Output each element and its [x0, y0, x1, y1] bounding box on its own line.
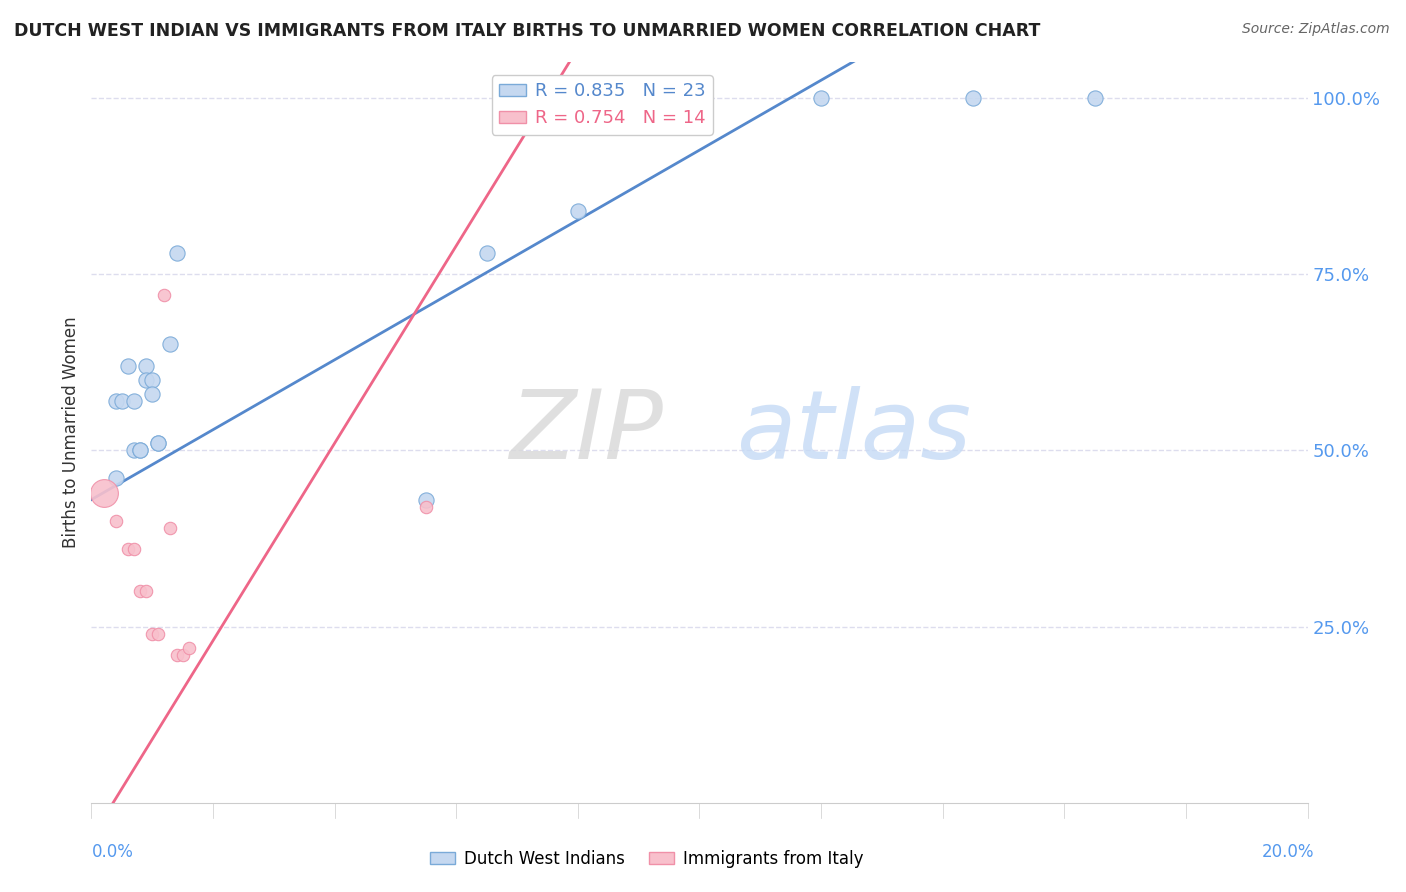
Point	[567, 203, 589, 218]
Y-axis label: Births to Unmarried Women: Births to Unmarried Women	[62, 317, 80, 549]
Text: 0.0%: 0.0%	[91, 843, 134, 861]
Point	[135, 373, 157, 387]
Point	[122, 393, 145, 408]
Point	[159, 337, 181, 351]
Point	[104, 514, 127, 528]
Legend: R = 0.835   N = 23, R = 0.754   N = 14: R = 0.835 N = 23, R = 0.754 N = 14	[492, 75, 713, 135]
Text: ZIP: ZIP	[509, 386, 664, 479]
Point	[172, 648, 194, 662]
Point	[135, 359, 157, 373]
Legend: Dutch West Indians, Immigrants from Italy: Dutch West Indians, Immigrants from Ital…	[423, 844, 870, 875]
Point	[129, 443, 152, 458]
Point	[117, 359, 139, 373]
Point	[148, 626, 170, 640]
Point	[475, 245, 498, 260]
Point	[148, 436, 170, 450]
Point	[627, 91, 650, 105]
Point	[122, 443, 145, 458]
Point	[148, 436, 170, 450]
Point	[962, 91, 984, 105]
Point	[117, 541, 139, 556]
Point	[104, 393, 127, 408]
Text: atlas: atlas	[735, 386, 972, 479]
Text: 20.0%: 20.0%	[1263, 843, 1315, 861]
Point	[415, 492, 437, 507]
Point	[506, 91, 529, 105]
Point	[135, 584, 157, 599]
Point	[129, 584, 152, 599]
Point	[153, 288, 176, 302]
Point	[177, 640, 200, 655]
Point	[166, 245, 188, 260]
Point	[415, 500, 437, 514]
Point	[1084, 91, 1107, 105]
Point	[141, 373, 163, 387]
Point	[104, 471, 127, 485]
Point	[159, 521, 181, 535]
Point	[141, 626, 163, 640]
Point	[810, 91, 832, 105]
Point	[129, 443, 152, 458]
Text: Source: ZipAtlas.com: Source: ZipAtlas.com	[1241, 22, 1389, 37]
Point	[122, 541, 145, 556]
Point	[93, 485, 115, 500]
Point	[166, 648, 188, 662]
Point	[111, 393, 134, 408]
Point	[141, 387, 163, 401]
Text: DUTCH WEST INDIAN VS IMMIGRANTS FROM ITALY BIRTHS TO UNMARRIED WOMEN CORRELATION: DUTCH WEST INDIAN VS IMMIGRANTS FROM ITA…	[14, 22, 1040, 40]
